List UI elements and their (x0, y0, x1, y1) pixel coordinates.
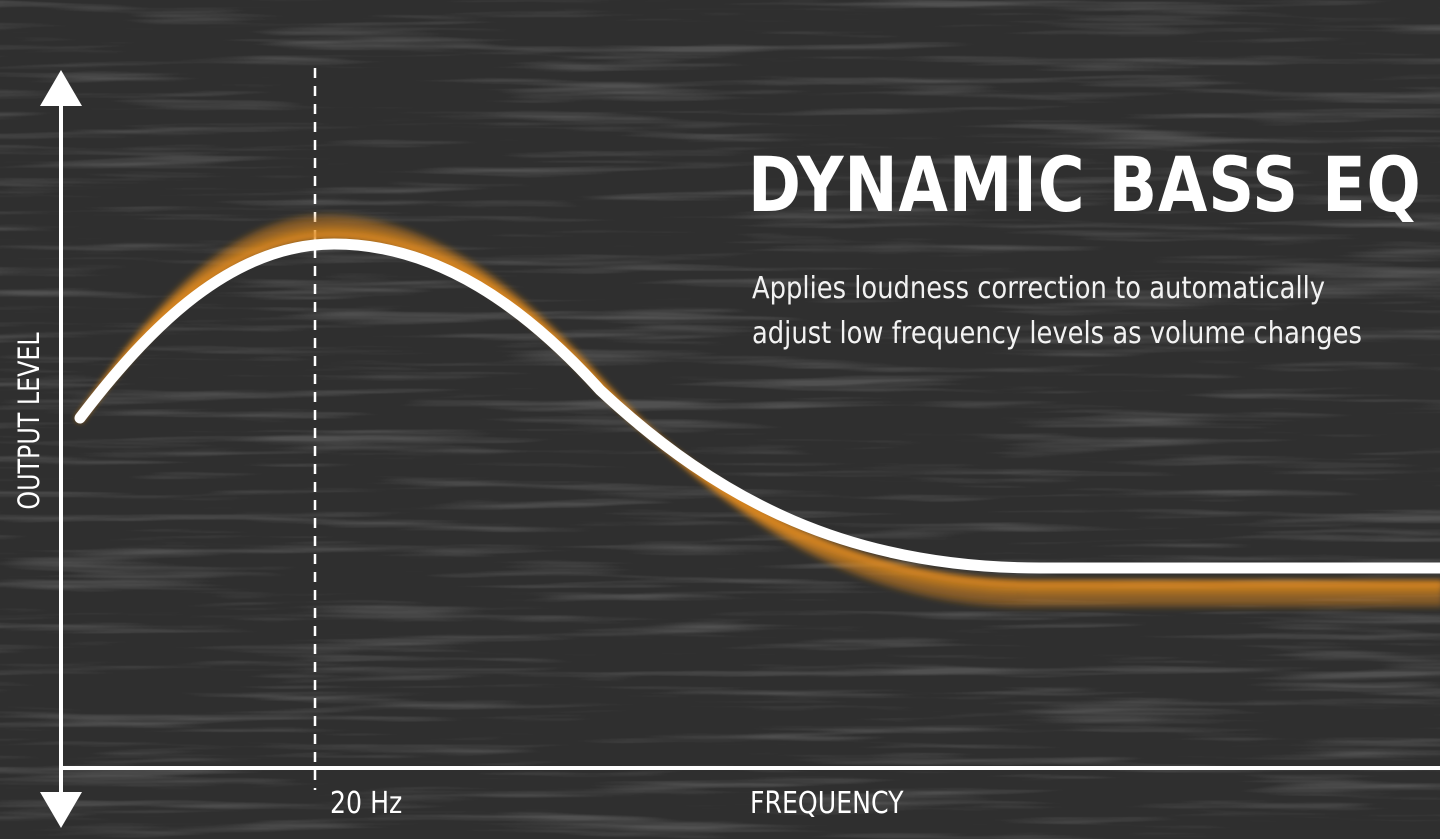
y-axis-up-arrow-icon (40, 70, 82, 106)
diagram-description: Applies loudness correction to automatic… (752, 266, 1362, 356)
description-line-2: adjust low frequency levels as volume ch… (752, 316, 1362, 351)
diagram-title: DYNAMIC BASS EQ (748, 140, 1422, 229)
x-axis-label: FREQUENCY (750, 786, 904, 821)
y-axis-down-arrow-icon (40, 792, 82, 828)
description-line-1: Applies loudness correction to automatic… (752, 271, 1326, 306)
frequency-marker-label: 20 Hz (330, 786, 403, 821)
eq-response-curve (74, 238, 1440, 574)
y-axis-label: OUTPUT LEVEL (12, 332, 46, 510)
